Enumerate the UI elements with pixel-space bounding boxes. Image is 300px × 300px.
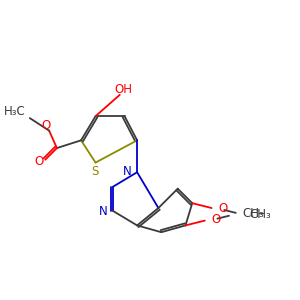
Text: O: O [218,202,228,215]
Text: H₃C: H₃C [4,105,26,118]
Text: S: S [91,165,98,178]
Text: CH₃: CH₃ [242,207,264,220]
Text: CH₃: CH₃ [249,208,271,221]
Text: O: O [34,155,43,168]
Text: O: O [212,213,221,226]
Text: O: O [42,119,51,132]
Text: N: N [99,206,108,218]
Text: N: N [123,165,132,178]
Text: OH: OH [115,82,133,96]
